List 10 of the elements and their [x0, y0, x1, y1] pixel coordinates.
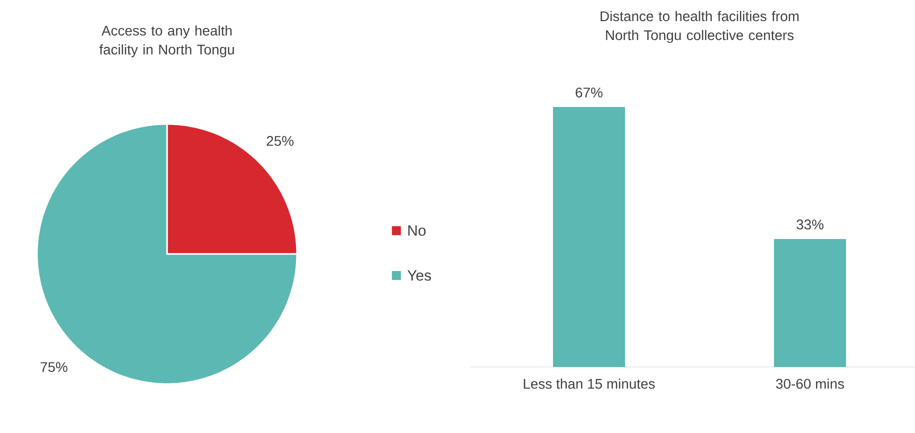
data-label: 75% — [40, 362, 68, 372]
data-label: 67% — [576, 88, 602, 98]
legend-label: Yes — [407, 270, 431, 281]
chart-title: Distance to health facilities from North Tongu collective centers — [600, 10, 799, 43]
data-label: 33% — [796, 220, 824, 230]
x-tick-label: Less than 15 minutes — [524, 378, 655, 389]
x-tick-label: 30-60 mins — [776, 378, 844, 389]
data-label: 25% — [266, 136, 294, 146]
legend-label: No — [408, 225, 426, 236]
chart-title: Access to any health facility in North Tongu — [99, 25, 234, 58]
